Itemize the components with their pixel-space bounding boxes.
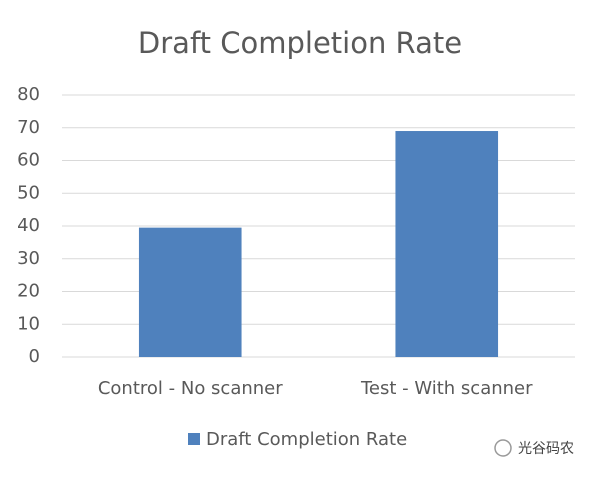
legend-label: Draft Completion Rate [206,429,407,450]
y-tick-label: 70 [17,117,40,138]
x-tick-label: Test - With scanner [360,378,533,399]
bar [138,227,242,357]
y-tick-label: 30 [17,248,40,269]
y-tick-label: 60 [17,150,40,171]
watermark-icon [494,439,512,457]
y-tick-label: 50 [17,182,40,203]
chart-title: Draft Completion Rate [138,26,462,60]
y-tick-label: 20 [17,281,40,302]
watermark: 光谷码农 [494,439,574,457]
x-tick-label: Control - No scanner [98,378,283,399]
legend-swatch [188,433,200,445]
y-tick-label: 40 [17,215,40,236]
bar [395,131,499,357]
y-tick-label: 10 [17,313,40,334]
y-tick-label: 0 [29,346,40,367]
y-tick-label: 80 [17,84,40,105]
watermark-text: 光谷码农 [518,441,574,457]
